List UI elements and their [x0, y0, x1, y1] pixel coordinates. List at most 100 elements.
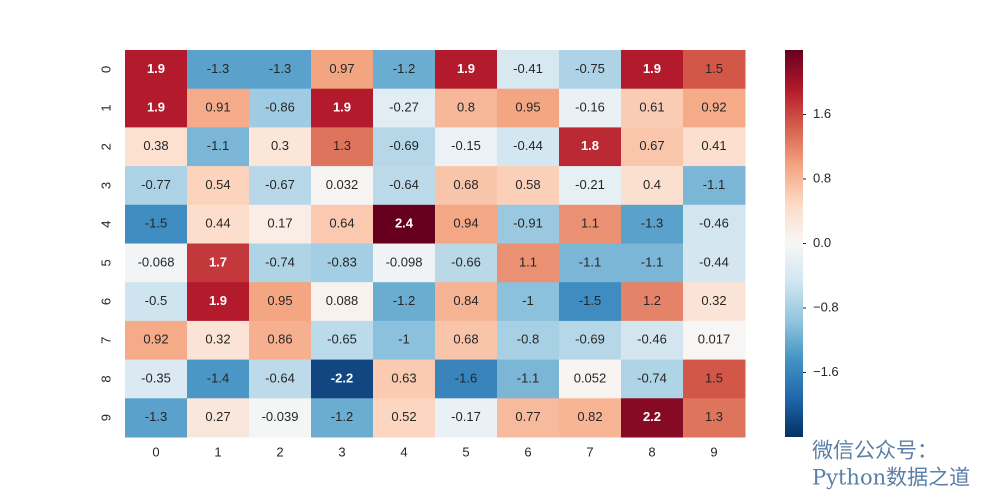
cell-label: -0.64	[265, 370, 295, 385]
heatmap-cell	[559, 398, 622, 438]
heatmap-cell	[311, 243, 374, 283]
heatmap-cell	[125, 282, 188, 322]
cell-label: -0.64	[389, 177, 419, 192]
heatmap-cell	[621, 243, 684, 283]
colorbar-tick-label: 1.6	[813, 106, 831, 121]
cell-label: 0.32	[205, 332, 230, 347]
cell-label: -0.17	[451, 409, 481, 424]
heatmap-cell	[311, 204, 374, 244]
heatmap-cell	[621, 320, 684, 361]
heatmap-cell	[373, 398, 436, 438]
cell-label: -0.67	[265, 177, 295, 192]
cell-label: 0.84	[453, 293, 478, 308]
heatmap-cell	[497, 359, 560, 399]
heatmap-cell	[497, 282, 560, 322]
cell-label: -0.15	[451, 138, 481, 153]
heatmap-cell	[683, 243, 746, 283]
cell-label: -1	[522, 293, 534, 308]
heatmap-cell	[497, 50, 560, 90]
heatmap-cell	[311, 88, 374, 128]
cell-label: -0.5	[145, 293, 167, 308]
heatmap-cell	[683, 166, 746, 206]
cell-label: -1.1	[579, 254, 601, 269]
cell-label: 1.1	[519, 254, 537, 269]
heatmap-cell	[311, 282, 374, 322]
cell-label: -1.3	[145, 409, 167, 424]
cell-label: 1.8	[581, 138, 599, 153]
heatmap-cell	[373, 320, 436, 361]
heatmap-cell	[373, 359, 436, 399]
heatmap-cell	[497, 320, 560, 361]
heatmap-cell	[187, 282, 250, 322]
cell-label: -1.5	[145, 216, 167, 231]
cell-label: 0.38	[143, 138, 168, 153]
heatmap-cell	[497, 204, 560, 244]
y-tick-label: 2	[98, 143, 113, 150]
heatmap-cell	[187, 166, 250, 206]
heatmap-cell	[559, 166, 622, 206]
cell-label: -0.46	[699, 216, 729, 231]
y-tick-label: 1	[98, 104, 113, 111]
heatmap-cell	[125, 243, 188, 283]
heatmap-cell	[435, 243, 498, 283]
heatmap-cell	[497, 88, 560, 128]
cell-label: 1.2	[643, 293, 661, 308]
heatmap-cell	[373, 204, 436, 244]
cell-label: -1.4	[207, 370, 229, 385]
heatmap-cell	[497, 127, 560, 167]
heatmap-cell	[435, 359, 498, 399]
cell-label: 0.58	[515, 177, 540, 192]
cell-label: -0.86	[265, 99, 295, 114]
heatmap-cell	[311, 320, 374, 361]
cell-label: 1.9	[209, 293, 227, 308]
heatmap-cell	[435, 127, 498, 167]
heatmap-cell	[683, 398, 746, 438]
cell-label: 0.8	[457, 99, 475, 114]
heatmap-cell	[621, 50, 684, 90]
cell-label: -1.2	[331, 409, 353, 424]
cell-label: -0.83	[327, 254, 357, 269]
cell-label: 0.97	[329, 61, 354, 76]
y-tick-label: 3	[98, 182, 113, 189]
heatmap-cell	[559, 88, 622, 128]
heatmap-cell	[249, 359, 312, 399]
colorbar-tick-label: −0.8	[813, 299, 839, 314]
heatmap-cell	[435, 398, 498, 438]
x-tick-label: 6	[524, 444, 531, 459]
heatmap-cell	[125, 204, 188, 244]
cell-label: -1.3	[207, 61, 229, 76]
heatmap-cell	[249, 320, 312, 361]
cell-label: -0.69	[575, 332, 605, 347]
heatmap-cell	[249, 50, 312, 90]
cell-label: -0.068	[138, 254, 175, 269]
heatmap-cell	[311, 127, 374, 167]
cell-label: -0.75	[575, 61, 605, 76]
cell-label: -1.1	[517, 370, 539, 385]
heatmap-cell	[373, 50, 436, 90]
heatmap-cell	[373, 166, 436, 206]
cell-label: -1.1	[641, 254, 663, 269]
heatmap-cell	[683, 204, 746, 244]
heatmap-cell	[125, 166, 188, 206]
x-tick-label: 1	[214, 444, 221, 459]
cell-label: 0.94	[453, 216, 478, 231]
y-tick-label: 8	[98, 375, 113, 382]
cell-label: -0.098	[386, 254, 423, 269]
cell-label: -1.2	[393, 61, 415, 76]
heatmap-cell	[435, 204, 498, 244]
cell-label: 2.4	[395, 216, 414, 231]
heatmap-cell	[559, 243, 622, 283]
heatmap-cell	[435, 50, 498, 90]
heatmap-cell	[187, 50, 250, 90]
cell-label: 0.82	[577, 409, 602, 424]
cell-label: 0.4	[643, 177, 661, 192]
heatmap-cell	[249, 398, 312, 438]
heatmap-cell	[187, 398, 250, 438]
cell-label: 0.77	[515, 409, 540, 424]
heatmap-cell	[187, 243, 250, 283]
heatmap-cell	[311, 398, 374, 438]
heatmap-cell	[559, 359, 622, 399]
x-tick-label: 9	[710, 444, 717, 459]
cell-label: 1.9	[147, 99, 165, 114]
heatmap-cell	[621, 398, 684, 438]
